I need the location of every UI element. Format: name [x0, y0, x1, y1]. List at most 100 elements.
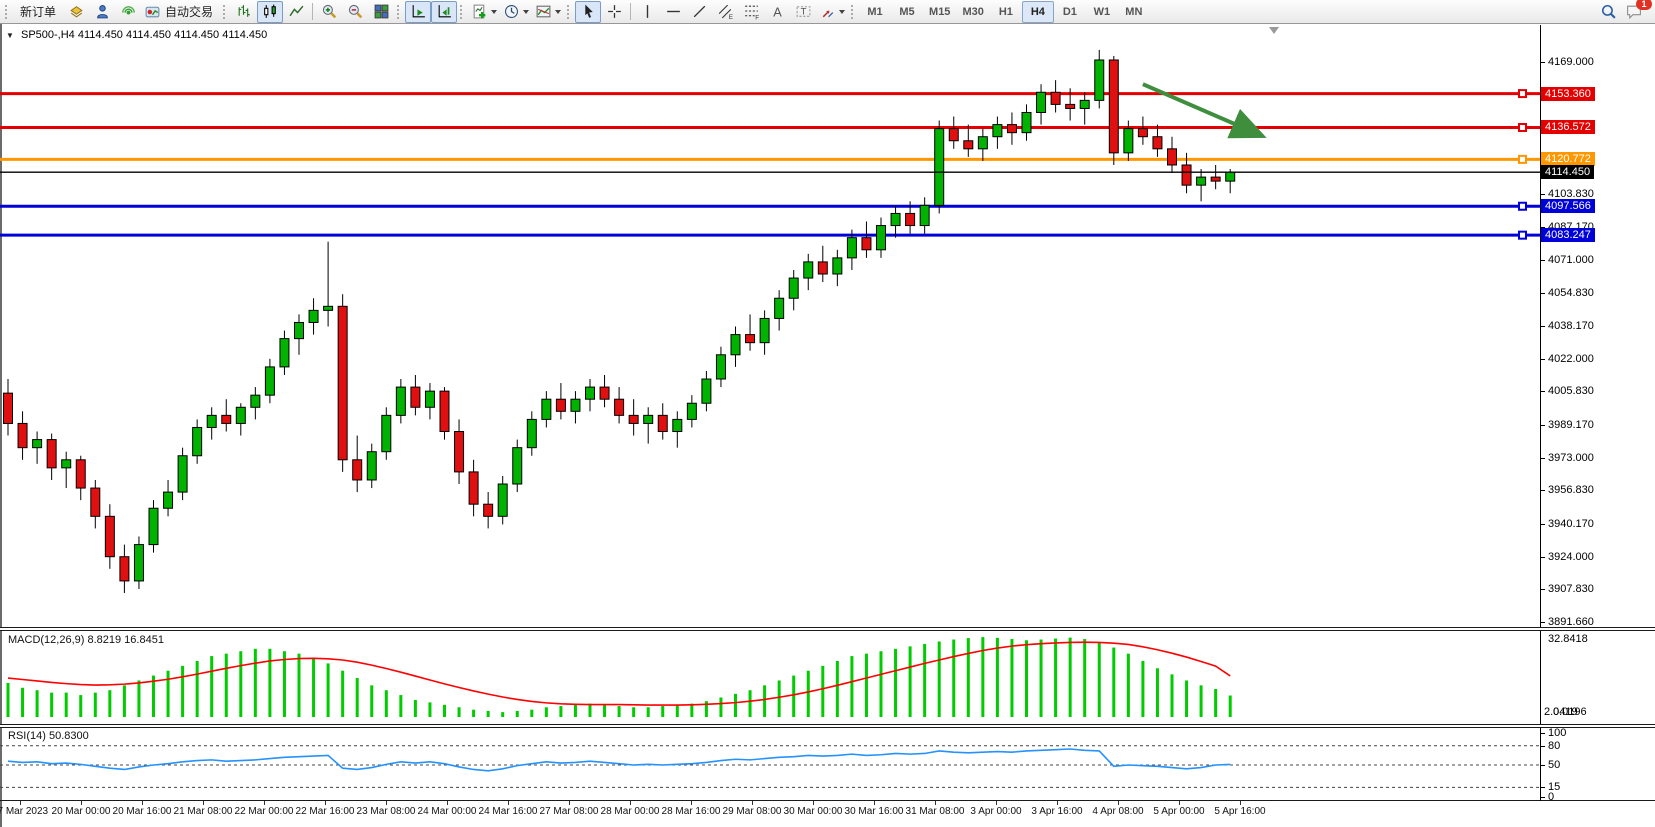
autoscroll-icon [412, 5, 425, 18]
text-label-icon: T [796, 6, 810, 18]
signals-button[interactable] [115, 1, 141, 23]
time-tick [81, 801, 82, 805]
community-button[interactable] [89, 1, 115, 23]
autoscroll-button[interactable] [405, 0, 432, 23]
time-label: 3 Apr 00:00 [970, 806, 1022, 817]
toolbar-grip[interactable] [850, 4, 856, 19]
tile-windows-button[interactable] [368, 1, 394, 23]
main-toolbar: 新订单 自动交易 [0, 0, 1655, 24]
time-tick [996, 801, 997, 805]
main-price-chart[interactable] [0, 25, 1540, 627]
zoom-out-button[interactable] [342, 1, 368, 23]
time-label: 30 Mar 00:00 [783, 806, 843, 817]
fibonacci-button[interactable]: F [738, 1, 764, 23]
bar-chart-button[interactable] [231, 1, 257, 23]
time-label: 22 Mar 16:00 [295, 806, 355, 817]
indicators-button[interactable] [468, 1, 500, 23]
price-tick-label: 3940.170 [1548, 518, 1594, 531]
time-tick [447, 801, 448, 805]
toolbar-grip[interactable] [4, 4, 9, 19]
toolbar-grip[interactable] [459, 4, 465, 19]
order-history-button[interactable] [63, 1, 89, 23]
timeframe-M15[interactable]: M15 [929, 5, 951, 18]
notifications-button[interactable]: 1 [1621, 0, 1652, 23]
chart-symbol-period: SP500-,H4 [20, 29, 75, 41]
trendline-icon [693, 5, 705, 18]
autotrading-button[interactable]: 自动交易 [141, 1, 220, 23]
timeframe-M1[interactable]: M1 [867, 5, 883, 18]
equidistant-channel-button[interactable]: E [712, 1, 738, 23]
text-label-button[interactable]: T [790, 1, 816, 23]
crosshair-button[interactable] [601, 1, 627, 23]
toolbar-grip[interactable] [396, 4, 402, 19]
text-button[interactable]: A [764, 1, 790, 23]
time-label: 20 Mar 00:00 [51, 806, 111, 817]
vertical-line-button[interactable] [634, 1, 660, 23]
trendline-button[interactable] [686, 1, 712, 23]
periods-button[interactable] [500, 1, 532, 23]
price-line-badge: 4153.360 [1541, 86, 1595, 101]
toolbar-separator [630, 3, 632, 20]
price-axis-line [1540, 25, 1541, 801]
horizontal-line-icon [666, 10, 680, 13]
time-label: 4 Apr 08:00 [1092, 806, 1144, 817]
price-tick [1540, 326, 1545, 327]
time-tick [20, 801, 21, 805]
panel-splitter[interactable] [0, 627, 1655, 631]
arrows-tool-button[interactable] [816, 1, 848, 23]
timeframe-D1[interactable]: D1 [1062, 5, 1077, 18]
time-tick [142, 801, 143, 805]
chart-shift-marker[interactable] [1269, 27, 1279, 34]
chart-ohlc-quotes: 4114.450 4114.450 4114.450 4114.450 [77, 29, 268, 41]
line-chart-button[interactable] [283, 1, 309, 23]
rsi-tick-label: 100 [1548, 727, 1567, 739]
time-label: 24 Mar 00:00 [417, 806, 477, 817]
chart-shift-button[interactable] [431, 0, 458, 23]
dropdown-arrow-icon [555, 9, 562, 14]
panel-splitter[interactable] [0, 724, 1655, 728]
dropdown-arrow-icon [523, 9, 530, 14]
time-label: 29 Mar 08:00 [722, 806, 782, 817]
price-tick [1540, 62, 1545, 63]
timeframe-M5[interactable]: M5 [899, 5, 915, 18]
macd-panel[interactable] [0, 631, 1540, 724]
timeframe-toolbar: M1 M5 M15 M30 H1 H4 D1 W1 MN [859, 0, 1150, 23]
timeframe-H1[interactable]: H1 [998, 5, 1013, 18]
timeframe-M30[interactable]: M30 [962, 5, 984, 18]
timeframe-MN[interactable]: MN [1125, 5, 1143, 18]
chart-title: ▼ SP500-,H4 4114.450 4114.450 4114.450 4… [6, 29, 267, 41]
price-tick-label: 4169.000 [1548, 56, 1594, 68]
person-icon [96, 5, 108, 19]
time-label: 23 Mar 08:00 [356, 806, 416, 817]
rsi-tick [1540, 787, 1545, 788]
rsi-panel[interactable] [0, 728, 1540, 800]
search-button[interactable] [1595, 1, 1621, 23]
templates-button[interactable] [532, 1, 564, 23]
toolbar-right-group: 1 [1595, 0, 1653, 23]
cursor-button[interactable] [575, 0, 602, 23]
horizontal-line-button[interactable] [660, 1, 686, 23]
price-tick-label: 4005.830 [1548, 385, 1594, 398]
time-tick [386, 801, 387, 805]
toolbar-grip[interactable] [566, 4, 572, 19]
price-tick [1540, 194, 1545, 195]
price-tick-label: 4071.000 [1548, 253, 1594, 266]
time-label: 24 Mar 16:00 [478, 806, 538, 817]
timeframe-W1[interactable]: W1 [1093, 5, 1111, 18]
candlestick-chart-button[interactable] [257, 0, 284, 23]
fibonacci-icon: F [744, 5, 759, 20]
timeframe-H4[interactable]: H4 [1021, 0, 1054, 23]
one-click-expand-arrow[interactable]: ▼ [6, 31, 14, 40]
svg-text:E: E [728, 14, 732, 20]
template-icon [536, 5, 551, 18]
time-tick [1240, 801, 1241, 805]
bar-chart-icon [238, 5, 250, 17]
zoom-in-button[interactable] [316, 1, 342, 23]
toolbar-grip[interactable] [222, 4, 228, 19]
time-tick [508, 801, 509, 805]
add-indicator-icon [473, 4, 486, 19]
price-tick [1540, 260, 1545, 261]
new-order-button[interactable]: 新订单 [13, 1, 63, 23]
svg-text:A: A [773, 4, 782, 19]
line-chart-icon [289, 5, 303, 17]
